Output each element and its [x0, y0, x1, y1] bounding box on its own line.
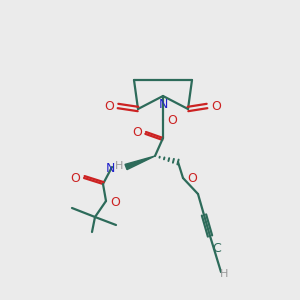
Text: O: O	[211, 100, 221, 112]
Text: N: N	[105, 161, 115, 175]
Polygon shape	[125, 156, 155, 169]
Text: O: O	[187, 172, 197, 184]
Text: C: C	[213, 242, 221, 256]
Text: O: O	[110, 196, 120, 209]
Text: H: H	[220, 269, 228, 279]
Text: O: O	[167, 113, 177, 127]
Text: O: O	[104, 100, 114, 112]
Text: O: O	[70, 172, 80, 184]
Text: N: N	[158, 98, 168, 110]
Text: O: O	[132, 125, 142, 139]
Text: H: H	[115, 161, 123, 171]
